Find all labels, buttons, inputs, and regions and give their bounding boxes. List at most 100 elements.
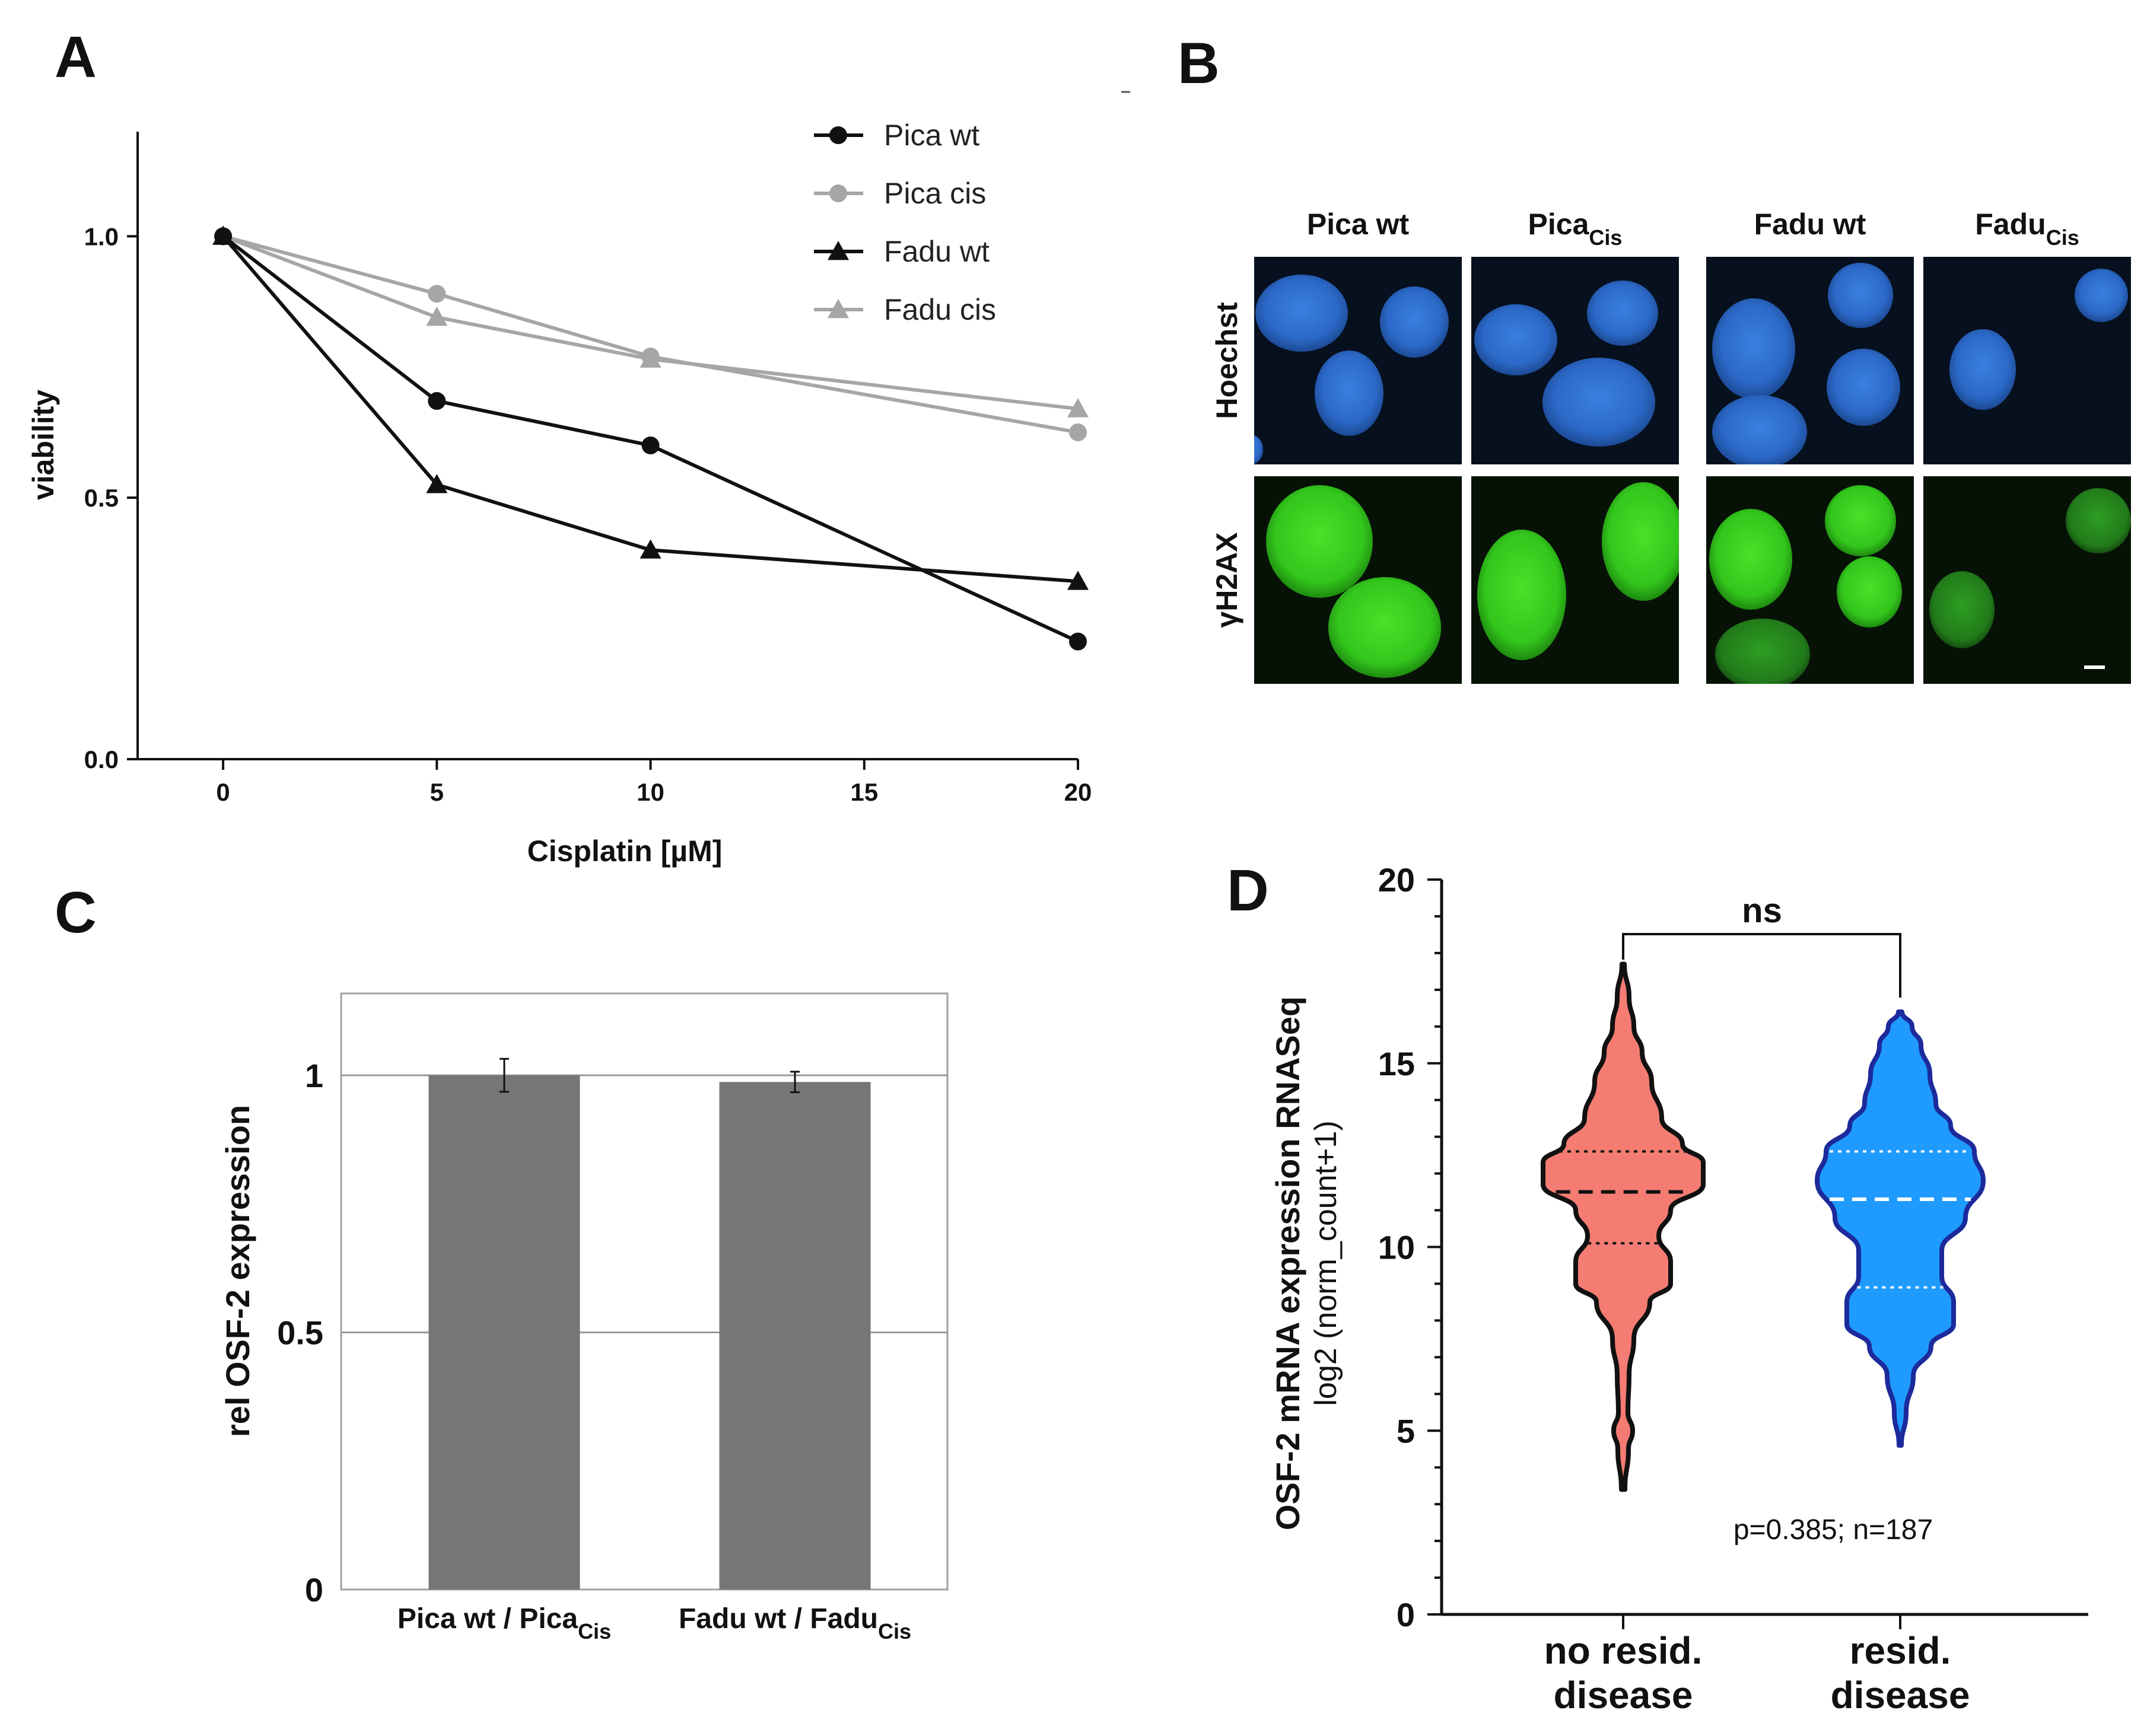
nuclei-group [1477, 482, 1679, 660]
panel-c-categories: Pica wt / PicaCis Fadu wt / FaduCis [397, 1603, 911, 1643]
panel-b-letter: B [1178, 30, 1220, 95]
nucleus [1542, 358, 1655, 447]
nuclei-group [1709, 485, 1902, 684]
panel-d-ylabel: OSF-2 mRNA expression RNASeq [1269, 996, 1306, 1530]
panel-a-legend: Pica wt Pica cis Fadu wt Fadu cis [814, 119, 996, 326]
y-tick-label: 5 [1397, 1412, 1415, 1450]
nucleus [1825, 485, 1896, 556]
nucleus [1837, 556, 1902, 627]
panel-c-bars [428, 1057, 871, 1590]
legend-marker [829, 184, 847, 202]
panel-c-ticks: 00.51 [277, 1057, 323, 1608]
nucleus [1477, 530, 1566, 660]
h2ax-tile [1471, 476, 1679, 684]
plot-frame [340, 992, 949, 1591]
y-tick-label: 0 [305, 1571, 323, 1608]
legend-label: Pica cis [884, 177, 986, 210]
nucleus [1827, 349, 1900, 426]
legend-label: Fadu wt [884, 235, 990, 268]
data-point [426, 306, 448, 326]
x-tick-label: 10 [637, 778, 664, 806]
legend-marker [828, 241, 849, 260]
y-tick-label: 20 [1378, 861, 1415, 899]
bar [719, 1082, 871, 1590]
nucleus [1712, 395, 1807, 464]
violin-group [1815, 1009, 1986, 1448]
nucleus [1828, 263, 1893, 328]
data-point [641, 437, 660, 454]
nuclei-group [1254, 275, 1449, 464]
legend-marker [828, 299, 849, 318]
column-header: FaduCis [1975, 208, 2079, 250]
violin [1815, 1009, 1986, 1448]
panel-d-violins [1541, 961, 1986, 1492]
y-tick-label: 1.0 [84, 222, 119, 250]
data-point [640, 348, 661, 368]
series-line [222, 234, 1079, 434]
y-tick-label: 0.0 [84, 746, 119, 773]
hoechst-tile [1923, 257, 2131, 464]
nucleus [1712, 298, 1795, 399]
column-header: PicaCis [1528, 208, 1623, 250]
category-label-line2: disease [1831, 1674, 1970, 1716]
panel-b-row-labels: Hoechst γH2AX [1210, 302, 1243, 628]
nucleus [2066, 488, 2131, 553]
category-label-line2: disease [1554, 1674, 1693, 1716]
panel-b-microscopy: Pica wt PicaCis Fadu wt FaduCis Hoechst γH2A… [1210, 208, 2131, 684]
row-label: Hoechst [1210, 302, 1243, 419]
violin [1541, 961, 1706, 1492]
nuclei-group [1712, 263, 1900, 464]
nuclei-group [1949, 269, 2128, 410]
category-label: Fadu wt / FaduCis [679, 1603, 911, 1643]
y-tick-label: 0.5 [84, 484, 119, 512]
nucleus [1929, 571, 1995, 648]
panel-d-letter: D [1227, 858, 1269, 923]
stat-annotation: p=0.385; n=187 [1733, 1514, 1933, 1546]
nucleus [1255, 275, 1348, 352]
nucleus [1474, 304, 1557, 375]
panel-a-line-chart: 0 5 10 15 20 0.0 0.5 1.0 Pica wt Pica cis Fadu wt… [27, 119, 1092, 868]
nuclei-group [1474, 281, 1658, 447]
data-point [426, 474, 448, 493]
nucleus [1266, 485, 1373, 598]
hoechst-tile [1471, 257, 1679, 464]
data-point [1069, 423, 1087, 441]
legend-label: Pica wt [884, 119, 979, 152]
series-line [222, 234, 1079, 644]
nucleus [1254, 435, 1263, 464]
nucleus [1315, 351, 1383, 436]
column-header: Fadu wt [1754, 208, 1866, 241]
hoechst-tile [1254, 257, 1462, 464]
x-tick-label: 20 [1064, 778, 1092, 806]
nuclei-group [1929, 488, 2131, 648]
category-label-line1: no resid. [1544, 1629, 1703, 1672]
panel-c-letter: C [55, 880, 97, 945]
series-line [221, 235, 1079, 584]
data-point [1067, 398, 1089, 418]
data-point [212, 225, 234, 245]
bar [428, 1075, 580, 1590]
data-point [1069, 632, 1087, 651]
y-tick-label: 0.5 [277, 1314, 323, 1352]
data-point [428, 392, 446, 410]
nucleus [1380, 286, 1449, 358]
panel-a-axes [136, 132, 1078, 760]
panel-d-axes: 0 5 10 15 20 [1378, 861, 2088, 1633]
category-label-line1: resid. [1850, 1629, 1951, 1672]
panel-d-ylabel-secondary: log2 (norm_count+1) [1309, 1120, 1343, 1406]
panel-a-series [212, 225, 1089, 651]
row-label: γH2AX [1210, 532, 1243, 627]
h2ax-tile [1706, 476, 1914, 684]
panel-a-letter: A [55, 24, 97, 90]
nucleus [1328, 577, 1441, 678]
legend-marker [829, 126, 847, 144]
nucleus [2075, 269, 2128, 322]
y-tick-label: 0 [1397, 1596, 1415, 1633]
nucleus [1587, 281, 1658, 346]
x-tick-label: 0 [216, 778, 230, 806]
significance-bracket [1622, 933, 1901, 998]
legend-label: Fadu cis [884, 293, 996, 326]
